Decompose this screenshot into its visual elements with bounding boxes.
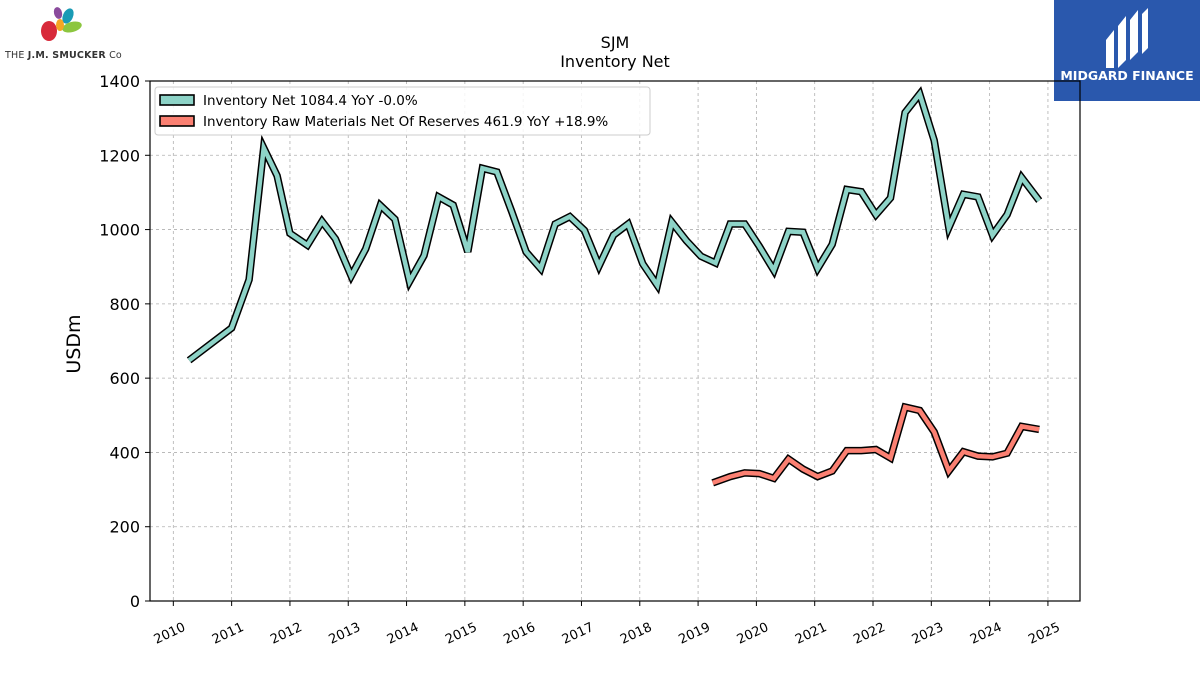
x-tick-label: 2019 [676,620,712,648]
series-line-0 [187,89,1041,363]
smucker-logo: THE J.M. SMUCKER Co [0,0,140,70]
plot-frame [149,80,1081,602]
x-tick-label: 2016 [502,620,538,648]
y-tick-label: 0 [130,592,140,611]
x-tick-label: 2015 [443,620,479,648]
y-tick-label: 800 [109,295,140,314]
legend-label-0: Inventory Net 1084.4 YoY -0.0% [203,93,418,109]
x-tick-label: 2017 [560,620,596,648]
y-tick-label: 1200 [99,146,140,165]
legend-swatch-0 [159,94,195,106]
x-tick-label: 2018 [618,620,654,648]
x-tick-label: 2024 [968,620,1004,648]
legend: Inventory Net 1084.4 YoY -0.0% Inventory … [154,86,651,136]
y-tick-label: 1400 [99,72,140,91]
x-tick-label: 2023 [910,620,946,648]
y-axis: 0 200 400 600 800 1000 1200 1400 [99,72,150,611]
x-tick-label: 2022 [851,620,887,648]
series-outline-1 [711,402,1040,487]
midgard-m-icon [1106,8,1148,68]
y-tick-label: 400 [109,443,140,462]
x-tick-label: 2010 [152,620,188,648]
x-tick-label: 2012 [268,620,304,648]
x-tick-label: 2021 [793,620,829,648]
x-tick-label: 2025 [1026,620,1062,648]
midgard-finance-text: MIDGARD FINANCE [1060,68,1194,83]
smucker-leaf-icon [41,7,82,41]
chart-subtitle: Inventory Net [560,52,670,71]
x-tick-label: 2020 [735,620,771,648]
legend-label-1: Inventory Raw Materials Net Of Reserves … [203,114,608,130]
y-tick-label: 600 [109,369,140,388]
smucker-logo-text: THE J.M. SMUCKER Co [5,50,122,61]
chart-title: SJM [600,33,630,52]
y-axis-label: USDm [63,314,85,373]
legend-swatch-1 [159,115,195,127]
legend-box [154,86,651,136]
x-tick-label: 2013 [327,620,363,648]
x-tick-label: 2014 [385,620,421,648]
x-tick-label: 2011 [210,620,246,648]
midgard-finance-logo: MIDGARD FINANCE [1054,0,1200,101]
y-tick-label: 1000 [99,221,140,240]
series-lines [186,86,1043,487]
x-axis: 2010 2011 2012 2013 2014 2015 2016 2017 2018 2019… [152,601,1063,648]
y-tick-label: 200 [109,518,140,537]
series-line-1 [711,404,1040,486]
